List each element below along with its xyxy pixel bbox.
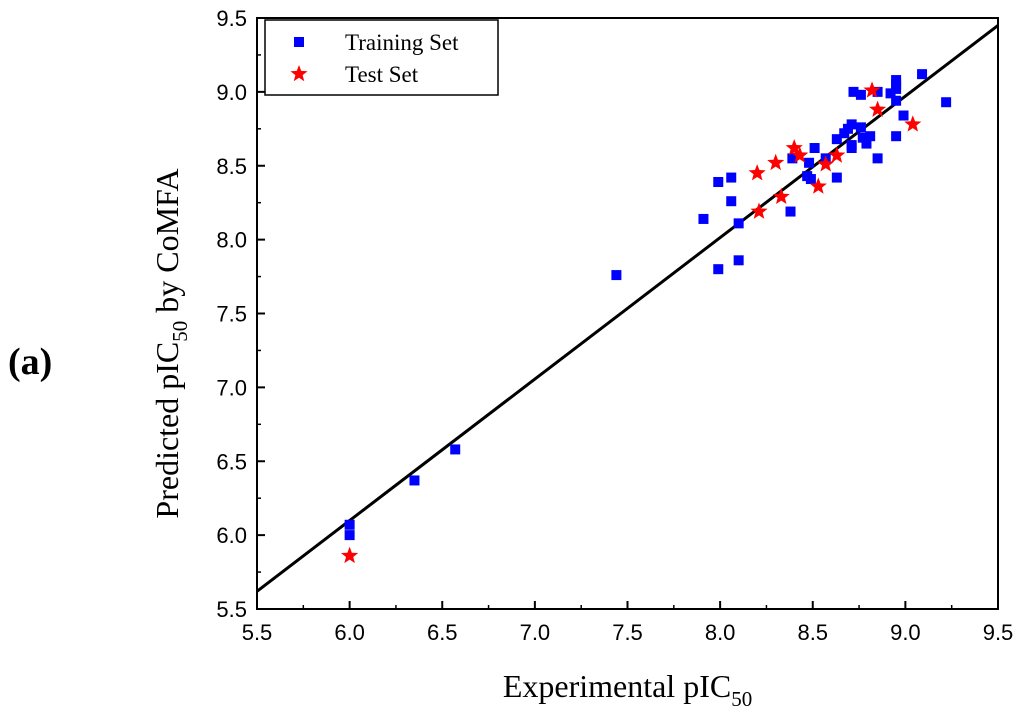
legend-label: Test Set: [345, 62, 419, 87]
training-set-point: [804, 157, 815, 168]
y-tick-label: 5.5: [216, 597, 247, 622]
test-set-point: [748, 164, 766, 181]
fit-line-group: [256, 24, 999, 593]
training-set-point: [611, 270, 622, 281]
training-set-point: [857, 132, 868, 143]
data-points: [341, 69, 952, 564]
training-set-point: [713, 177, 724, 188]
training-set-point: [855, 122, 866, 133]
training-set-point: [831, 134, 842, 145]
training-set-point: [891, 131, 902, 142]
training-set-point: [861, 138, 872, 149]
training-set-point: [885, 88, 896, 99]
legend-star-marker: [290, 65, 308, 82]
training-set-point: [865, 131, 876, 142]
y-tick-label: 7.5: [216, 302, 247, 327]
training-set-point: [344, 519, 355, 530]
test-set-point: [772, 187, 790, 205]
training-set-point: [891, 95, 902, 106]
x-tick-label: 6.5: [427, 620, 458, 645]
training-set-point: [941, 97, 952, 108]
test-set-point: [828, 146, 846, 163]
plot-border: [256, 17, 999, 610]
test-set-point: [791, 146, 809, 163]
test-set-point: [767, 153, 785, 171]
training-set-point: [713, 264, 724, 275]
y-tick-label: 7.0: [216, 375, 247, 400]
x-tick-label: 9.5: [983, 620, 1014, 645]
training-set-point: [872, 86, 883, 97]
y-tick-label: 8.5: [216, 154, 247, 179]
x-tick-label: 7.5: [612, 620, 643, 645]
training-set-point: [409, 475, 420, 486]
training-set-point: [846, 119, 857, 130]
training-set-point: [785, 206, 796, 217]
x-tick-label: 5.5: [242, 620, 273, 645]
training-set-point: [698, 213, 709, 224]
training-set-point: [726, 172, 737, 183]
legend-square-marker: [294, 37, 304, 47]
test-set-point: [750, 202, 768, 219]
fit-line: [256, 24, 999, 593]
training-set-point: [733, 255, 744, 266]
test-set-point: [869, 100, 887, 117]
test-set-point: [863, 81, 881, 98]
y-tick-label: 9.5: [216, 6, 247, 31]
training-set-point: [846, 143, 857, 154]
legend-label: Training Set: [345, 30, 459, 55]
x-tick-label: 8.0: [705, 620, 736, 645]
training-set-point: [450, 444, 461, 455]
training-set-point: [809, 143, 820, 154]
y-axis-label: Predicted pIC50 by CoMFA: [149, 168, 192, 518]
panel-label: (a): [8, 341, 53, 383]
plot-frame: [256, 17, 999, 610]
x-tick-label: 7.0: [520, 620, 551, 645]
test-set-point: [809, 177, 827, 194]
training-set-point: [891, 83, 902, 94]
x-tick-label: 6.0: [334, 620, 365, 645]
axis-labels: Experimental pIC50 Predicted pIC50 by CoM…: [149, 168, 752, 711]
x-tick-label: 8.5: [797, 620, 828, 645]
legend-box: [264, 19, 499, 96]
training-set-point: [898, 110, 909, 121]
y-tick-label: 8.0: [216, 228, 247, 253]
training-set-point: [733, 218, 744, 229]
training-set-point: [855, 89, 866, 100]
y-tick-label: 9.0: [216, 80, 247, 105]
axis-ticks: 5.5 6.0 6.5 7.0 7.5 8.0 8.5 9.0 9.5 5.5 6.0 6.5 7.0 7…: [216, 6, 1013, 645]
x-axis-label: Experimental pIC50: [503, 668, 752, 711]
training-set-point: [872, 153, 883, 164]
test-set-point: [341, 546, 359, 564]
training-set-point: [848, 86, 859, 97]
training-set-point: [805, 174, 816, 185]
training-set-point: [917, 69, 928, 80]
test-set-point: [904, 115, 922, 132]
legend: Training Set Test Set: [264, 19, 499, 96]
training-set-point: [726, 196, 737, 207]
training-set-point: [787, 153, 798, 164]
training-set-point: [344, 530, 355, 541]
y-tick-label: 6.5: [216, 449, 247, 474]
x-tick-label: 9.0: [890, 620, 921, 645]
training-set-point: [831, 172, 842, 183]
test-set-point: [785, 139, 803, 156]
test-set-point: [817, 155, 835, 172]
y-tick-label: 6.0: [216, 523, 247, 548]
